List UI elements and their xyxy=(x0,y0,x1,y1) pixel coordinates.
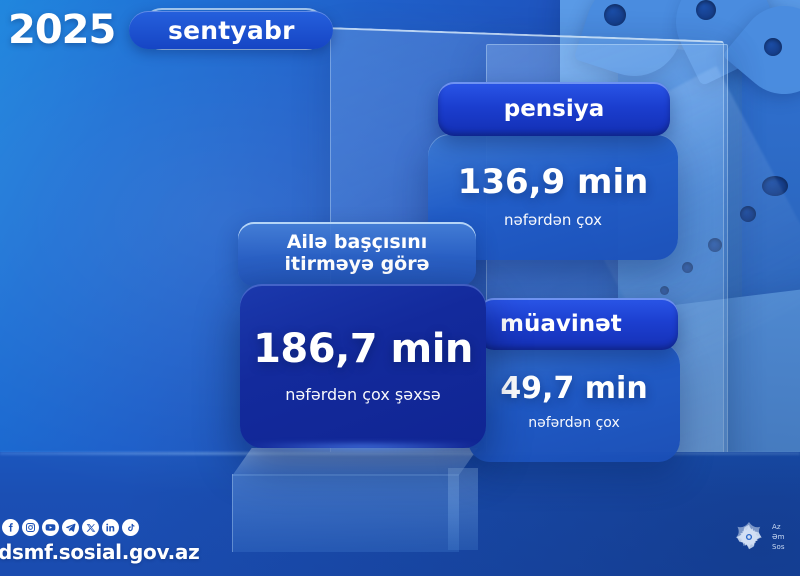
card-label-ailе-bascisini: Ailə başçısını itirməyə görə xyxy=(238,222,476,286)
decor-hole-8 xyxy=(682,262,693,273)
tiktok-icon[interactable] xyxy=(122,519,139,536)
muavinet-value: 49,7 min xyxy=(500,370,648,406)
brand-line-3: Sos xyxy=(772,543,785,552)
month-pill: sentyabr xyxy=(129,11,334,49)
website-url[interactable]: dsmf.sosial.gov.az xyxy=(0,540,200,564)
brand-line-2: Əm xyxy=(772,532,785,541)
pedestal-front xyxy=(232,474,460,552)
pedestal-side xyxy=(448,468,478,550)
decor-hole-5 xyxy=(762,176,788,196)
decor-hole-1 xyxy=(604,4,626,26)
instagram-icon[interactable] xyxy=(22,519,39,536)
decor-hole-6 xyxy=(740,206,756,222)
pensiya-value: 136,9 min xyxy=(457,162,649,202)
dsmf-brand: Az Əm Sos xyxy=(732,520,798,554)
muavinet-label-text: müavinət xyxy=(500,310,622,337)
year-label: 2025 xyxy=(8,7,116,53)
telegram-icon[interactable] xyxy=(62,519,79,536)
decor-hole-3 xyxy=(764,38,782,56)
header: 2025 sentyabr xyxy=(8,7,334,53)
glass-pedestal xyxy=(232,448,478,552)
month-pill-wrap: sentyabr xyxy=(129,8,334,50)
x-twitter-icon[interactable] xyxy=(82,519,99,536)
brand-line-1: Az xyxy=(772,522,781,531)
pensiya-label-text: pensiya xyxy=(503,95,605,122)
dsmf-star-logo xyxy=(735,522,762,550)
decor-hole-2 xyxy=(696,0,716,20)
muavinet-subtext: nəfərdən çox xyxy=(528,414,620,431)
card-muavinet: 49,7 min nəfərdən çox xyxy=(468,342,680,462)
card-main-itirmeye-gore: 186,7 min nəfərdən çox şəxsə xyxy=(240,284,486,448)
main-label-line2: itirməyə görə xyxy=(284,253,430,275)
youtube-icon[interactable] xyxy=(42,519,59,536)
linkedin-icon[interactable] xyxy=(102,519,119,536)
decor-hole-7 xyxy=(708,238,722,252)
main-value: 186,7 min xyxy=(253,325,473,372)
footer: dsmf.sosial.gov.az xyxy=(0,519,200,564)
main-label-line1: Ailə başçısını xyxy=(286,231,428,254)
main-subtext: nəfərdən çox şəxsə xyxy=(285,384,441,404)
decor-hole-9 xyxy=(660,286,669,295)
main-label-text: Ailə başçısını itirməyə görə xyxy=(254,231,460,276)
card-label-pensiya: pensiya xyxy=(438,82,670,136)
social-links-row xyxy=(2,519,199,536)
brand-text: Az Əm Sos xyxy=(772,522,798,552)
facebook-icon[interactable] xyxy=(2,519,19,536)
pensiya-subtext: nəfərdən çox xyxy=(503,211,602,229)
card-label-muavinet: müavinət xyxy=(478,298,678,350)
